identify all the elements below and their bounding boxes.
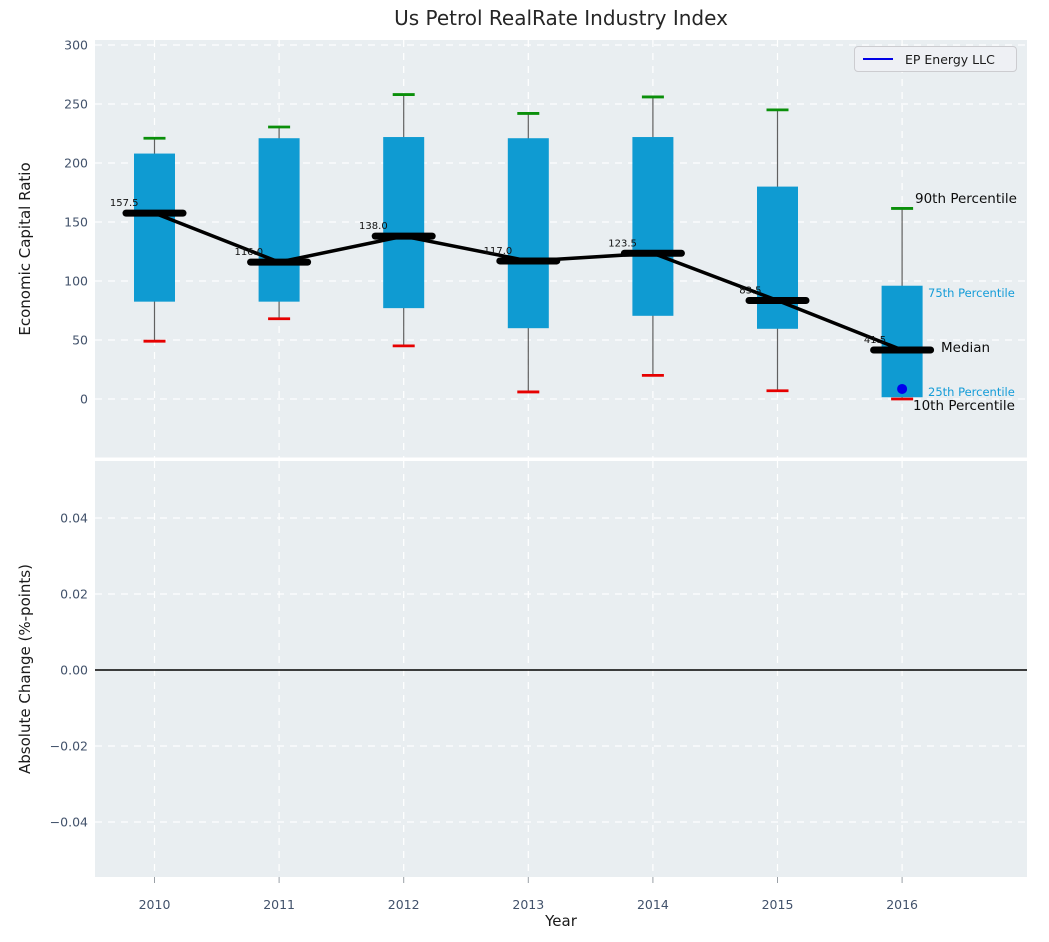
bottom-y-axis-label: Absolute Change (%-points) xyxy=(16,564,34,774)
median-value-label-2016: 41.5 xyxy=(864,335,886,346)
xtick-2016: 2016 xyxy=(886,897,918,912)
annotation-median: Median xyxy=(941,340,991,356)
xtick-2014: 2014 xyxy=(637,897,669,912)
median-value-label-2011: 116.0 xyxy=(234,247,263,258)
annotation-75th-percentile: 75th Percentile xyxy=(928,286,1015,300)
bottom-ytick-3: −0.02 xyxy=(50,739,88,754)
annotation-10th-percentile: 10th Percentile xyxy=(913,398,1015,414)
bottom-ytick-2: 0.00 xyxy=(60,663,88,678)
median-value-label-2012: 138.0 xyxy=(359,221,388,232)
annotation-90th-percentile: 90th Percentile xyxy=(915,191,1017,207)
top-ytick-150: 150 xyxy=(64,215,88,230)
x-axis-label: Year xyxy=(545,912,577,930)
xtick-2010: 2010 xyxy=(139,897,171,912)
legend-line-icon xyxy=(863,58,893,60)
median-value-label-2010: 157.5 xyxy=(110,198,139,209)
box-2011 xyxy=(258,138,300,302)
top-ytick-0: 0 xyxy=(80,392,88,407)
top-ytick-100: 100 xyxy=(64,274,88,289)
bottom-ytick-1: 0.02 xyxy=(60,587,88,602)
median-value-label-2014: 123.5 xyxy=(608,238,637,249)
box-2014 xyxy=(632,137,674,316)
top-panel-bg xyxy=(95,40,1027,458)
ep-energy-dot xyxy=(897,383,908,394)
chart-title: Us Petrol RealRate Industry Index xyxy=(394,6,728,30)
xtick-2013: 2013 xyxy=(512,897,544,912)
bottom-ytick-4: −0.04 xyxy=(50,815,88,830)
median-value-label-2013: 117.0 xyxy=(484,246,513,257)
bottom-ytick-0: 0.04 xyxy=(60,511,88,526)
legend: EP Energy LLC xyxy=(854,46,1017,72)
top-ytick-250: 250 xyxy=(64,97,88,112)
top-y-axis-label: Economic Capital Ratio xyxy=(16,162,34,336)
xtick-2012: 2012 xyxy=(388,897,420,912)
box-2010 xyxy=(134,153,175,302)
median-value-label-2015: 83.5 xyxy=(739,285,761,296)
annotation-25th-percentile: 25th Percentile xyxy=(928,385,1015,399)
box-2013 xyxy=(507,138,549,329)
top-ytick-200: 200 xyxy=(64,156,88,171)
top-ytick-300: 300 xyxy=(64,38,88,53)
xtick-2011: 2011 xyxy=(263,897,295,912)
box-2012 xyxy=(383,137,425,309)
box-2016 xyxy=(881,285,923,398)
legend-label: EP Energy LLC xyxy=(905,51,995,67)
top-ytick-50: 50 xyxy=(72,333,88,348)
xtick-2015: 2015 xyxy=(762,897,794,912)
bottom-panel-bg xyxy=(95,461,1027,877)
